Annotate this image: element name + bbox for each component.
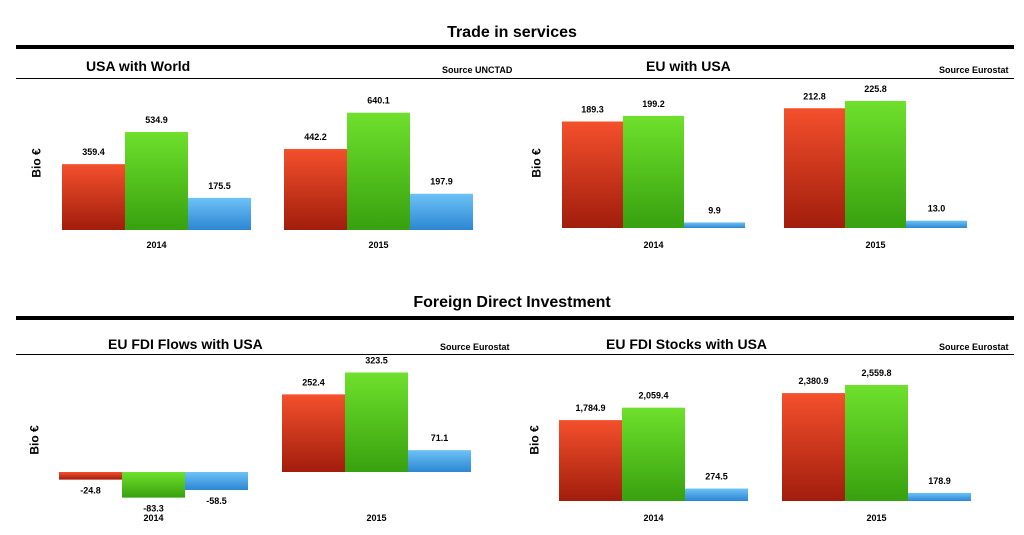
bar-green-2015: [347, 112, 410, 230]
bar-blue-2014: [188, 197, 251, 230]
source-label: Source Eurostat: [939, 65, 1009, 75]
panel-divider: [16, 354, 1014, 355]
data-label: -58.5: [206, 496, 227, 506]
bar-green-2014: [122, 472, 185, 498]
category-label: 2015: [866, 513, 886, 523]
panel-title-usa-world: USA with World: [86, 58, 191, 74]
data-label: 175.5: [208, 181, 231, 191]
section-divider: [16, 45, 1014, 49]
data-label: 359.4: [82, 147, 105, 157]
data-label: -83.3: [143, 504, 164, 514]
category-label: 2014: [643, 240, 663, 250]
data-label: 252.4: [302, 377, 325, 387]
category-label: 2015: [366, 513, 386, 523]
bar-red-2014: [562, 121, 623, 228]
bar-blue-2015: [906, 220, 967, 228]
category-label: 2015: [368, 240, 388, 250]
bar-blue-2014: [684, 222, 745, 228]
data-label: 442.2: [304, 132, 327, 142]
category-label: 2014: [643, 513, 663, 523]
source-label: Source Eurostat: [440, 342, 510, 352]
source-label: Source Eurostat: [939, 342, 1009, 352]
bar-blue-2014: [685, 488, 748, 501]
bar-blue-2015: [408, 450, 471, 472]
data-label: 71.1: [431, 433, 449, 443]
section-divider: [16, 316, 1014, 320]
panel-title-fdi-stocks: EU FDI Stocks with USA: [606, 336, 768, 352]
data-label: 13.0: [928, 204, 946, 214]
bar-red-2014: [62, 164, 125, 230]
data-label: 1,784.9: [575, 403, 605, 413]
bar-green-2014: [125, 132, 188, 230]
data-label: 212.8: [803, 91, 826, 101]
bar-blue-2014: [185, 472, 248, 490]
section-title-trade: Trade in services: [447, 24, 577, 41]
bar-green-2015: [345, 372, 408, 472]
bar-red-2015: [784, 108, 845, 228]
bar-red-2015: [782, 393, 845, 501]
panel-title-fdi-flows: EU FDI Flows with USA: [108, 336, 263, 352]
bar-blue-2015: [908, 492, 971, 501]
panel-title-eu-usa: EU with USA: [646, 58, 731, 74]
bar-red-2014: [559, 420, 622, 501]
bar-red-2015: [282, 394, 345, 472]
data-label: 2,559.8: [861, 368, 891, 378]
data-label: 197.9: [430, 177, 453, 187]
section-title-fdi: Foreign Direct Investment: [413, 294, 611, 311]
data-label: 9.9: [708, 205, 721, 215]
data-label: 2,059.4: [638, 391, 668, 401]
data-label: -24.8: [80, 486, 101, 496]
data-label: 274.5: [705, 472, 728, 482]
data-label: 534.9: [145, 115, 168, 125]
data-label: 640.1: [367, 96, 390, 106]
data-label: 323.5: [365, 355, 388, 365]
source-label: Source UNCTAD: [442, 65, 513, 75]
category-label: 2014: [146, 240, 166, 250]
data-label: 2,380.9: [798, 376, 828, 386]
data-label: 178.9: [928, 476, 951, 486]
data-label: 189.3: [581, 104, 604, 114]
panel-divider: [16, 78, 1014, 79]
bar-red-2014: [59, 472, 122, 480]
bar-green-2015: [845, 384, 908, 501]
category-label: 2014: [143, 513, 163, 523]
bar-green-2015: [845, 100, 906, 228]
data-label: 225.8: [864, 84, 887, 94]
bar-blue-2015: [410, 193, 473, 230]
bar-green-2014: [622, 407, 685, 501]
bar-red-2015: [284, 148, 347, 230]
category-label: 2015: [865, 240, 885, 250]
bar-green-2014: [623, 115, 684, 228]
data-label: 199.2: [642, 99, 665, 109]
